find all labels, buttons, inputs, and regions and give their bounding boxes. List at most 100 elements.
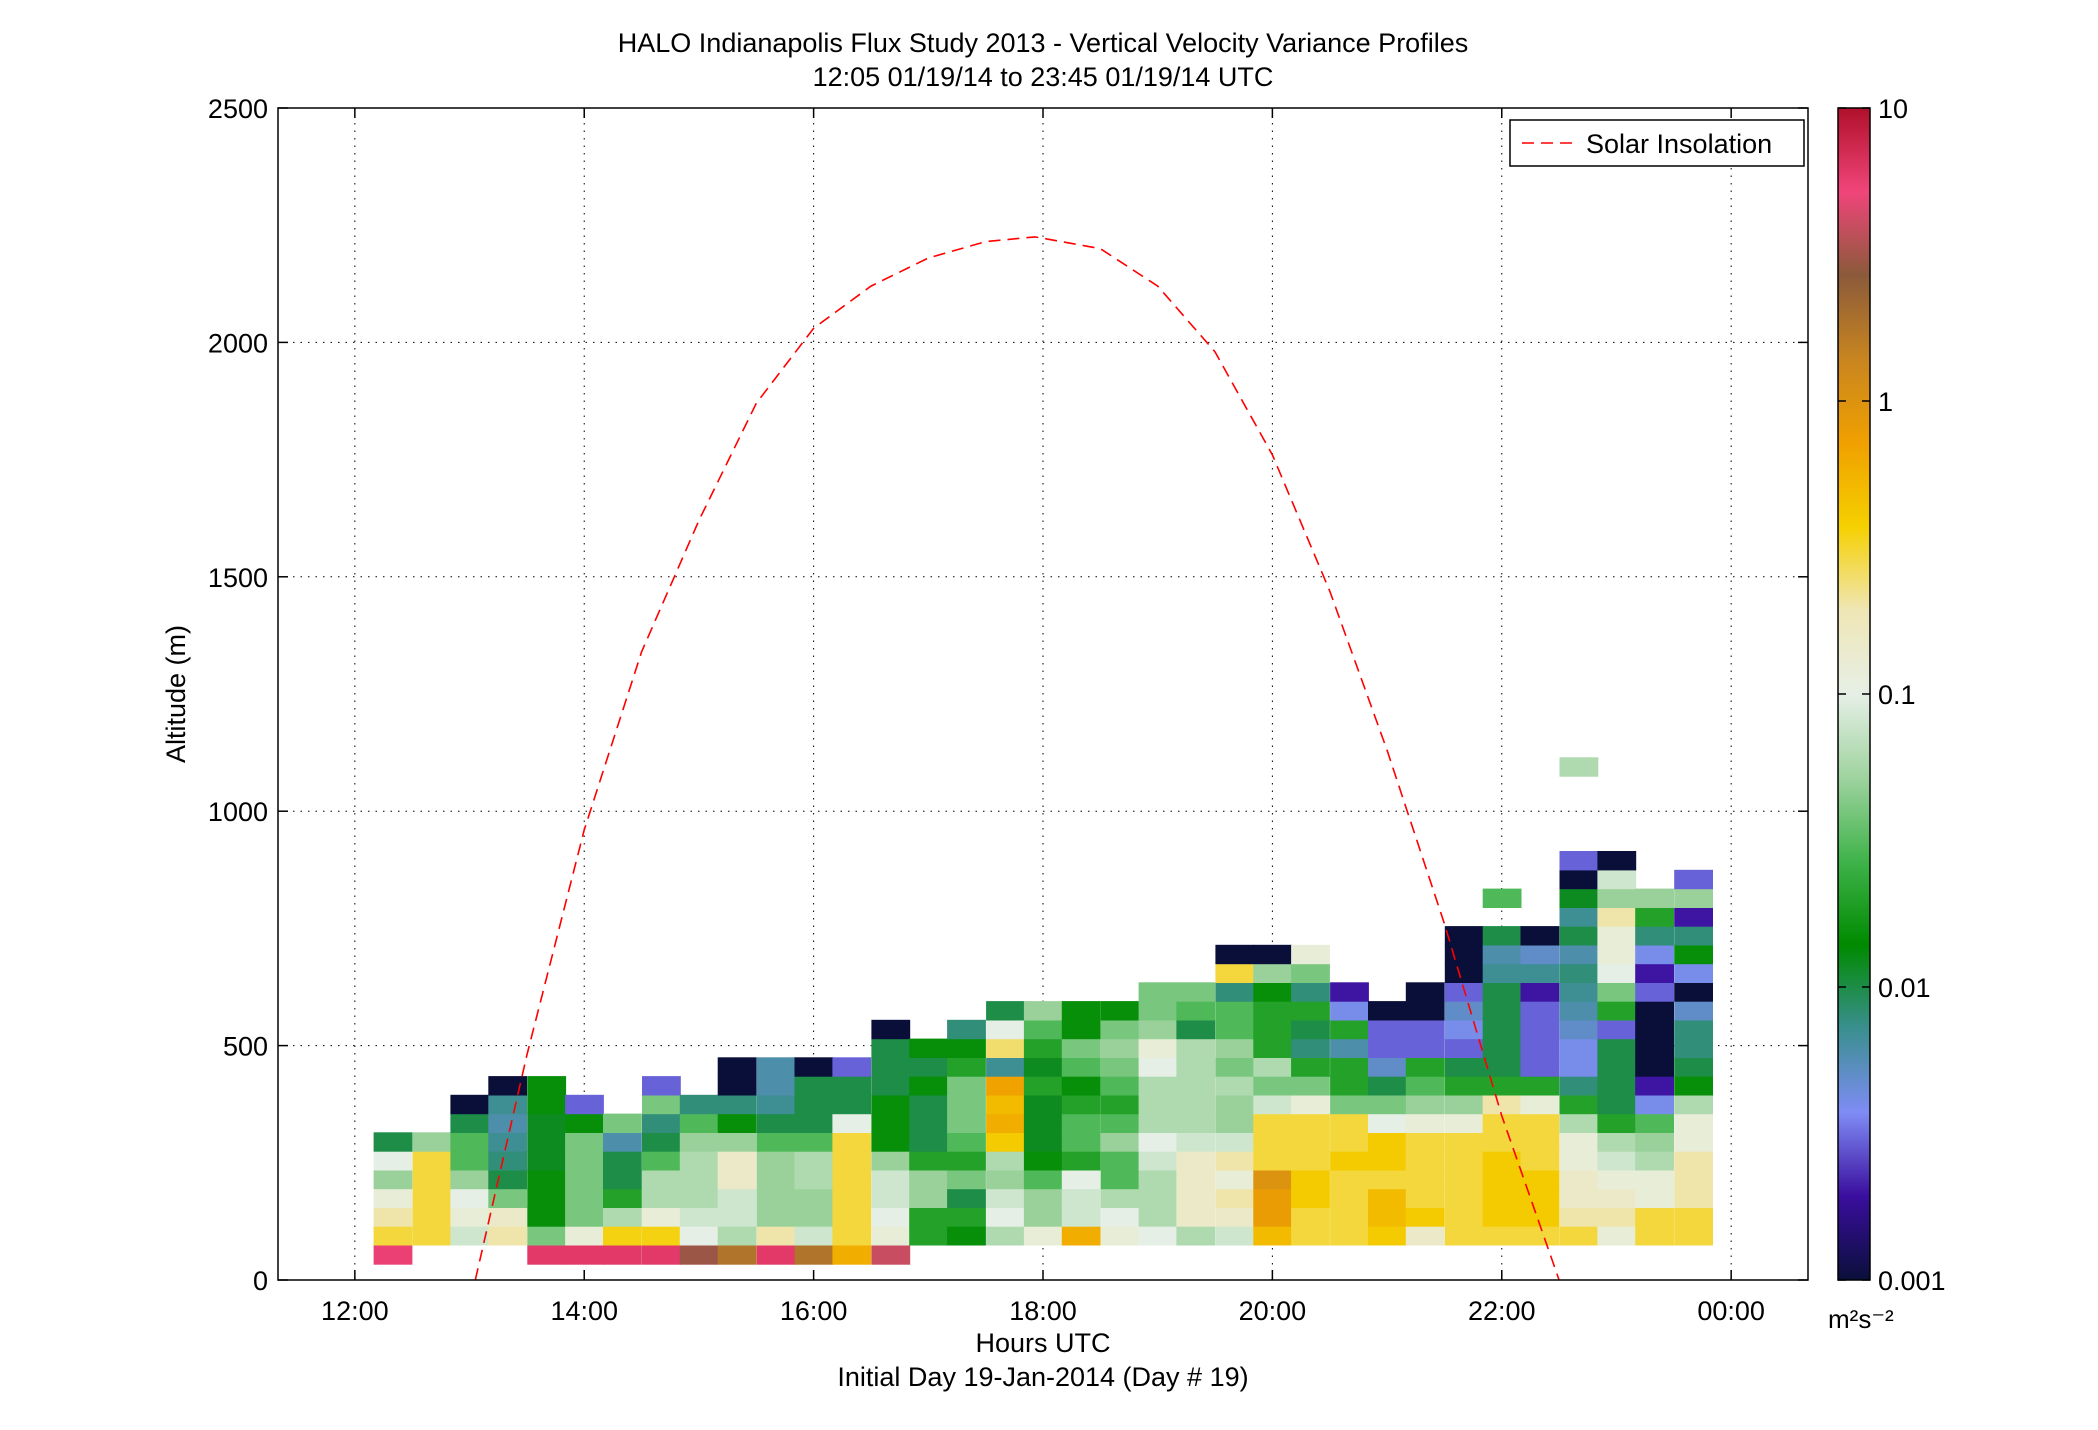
heatmap-cell (1023, 1151, 1063, 1171)
heatmap-cell (1520, 926, 1560, 946)
heatmap-cell (1368, 1057, 1407, 1077)
heatmap-cell (1176, 1057, 1216, 1077)
heatmap-cell (1559, 1188, 1599, 1208)
heatmap-cell (717, 1132, 757, 1152)
heatmap-cell (1597, 1151, 1637, 1171)
heatmap-cell (1368, 1132, 1407, 1152)
heatmap-cell (1061, 1132, 1101, 1152)
heatmap-cell (1330, 1113, 1369, 1133)
heatmap-cell (1253, 1113, 1293, 1133)
heatmap-cell (1138, 1226, 1178, 1246)
heatmap-cell (909, 1076, 948, 1096)
heatmap-cell (986, 1113, 1025, 1133)
heatmap-cell (1330, 982, 1369, 1002)
heatmap-cell (565, 1169, 604, 1190)
heatmap-cell (1405, 1038, 1445, 1058)
heatmap-cell (679, 1151, 719, 1171)
heatmap-cell (1635, 944, 1674, 965)
heatmap-cell (717, 1094, 757, 1115)
solar-insolation-curve (474, 236, 1560, 1280)
colorbar-tick-label: 0.01 (1878, 973, 1931, 1003)
heatmap-cell (1405, 1151, 1445, 1171)
heatmap-cell (1635, 1019, 1674, 1040)
heatmap-cell (1061, 1207, 1101, 1227)
heatmap-cell (1674, 888, 1713, 908)
heatmap-cell (1482, 926, 1522, 946)
heatmap-cell (1368, 1038, 1407, 1058)
heatmap-cell (871, 1132, 911, 1152)
heatmap-cell (1559, 1151, 1599, 1171)
heatmap-cell (642, 1226, 681, 1246)
heatmap-cell (1520, 982, 1560, 1002)
heatmap-cell (909, 1132, 948, 1152)
heatmap-cell (1176, 1038, 1216, 1058)
heatmap-cell (1635, 1151, 1674, 1171)
heatmap-cell (1138, 982, 1178, 1002)
heatmap-cell (832, 1094, 872, 1115)
heatmap-cell (1482, 982, 1522, 1002)
heatmap-cell (527, 1151, 567, 1171)
heatmap-cell (1559, 926, 1599, 946)
heatmap-cell (1597, 1019, 1637, 1040)
heatmap-cell (1253, 1094, 1293, 1115)
heatmap-cell (871, 1019, 911, 1040)
heatmap-cell (1368, 1019, 1407, 1040)
heatmap-cell (986, 1019, 1025, 1040)
heatmap-cell (794, 1076, 834, 1096)
heatmap-cell (1674, 869, 1713, 890)
heatmap-cell (1023, 1188, 1063, 1208)
heatmap-cell (947, 1226, 986, 1246)
heatmap-cell (1405, 1169, 1445, 1190)
heatmap-cell (642, 1094, 681, 1115)
heatmap-cell (1520, 1076, 1560, 1096)
heatmap-cell (679, 1245, 719, 1265)
heatmap-cell (1482, 944, 1522, 965)
heatmap-cell (1482, 1113, 1522, 1133)
heatmap-cell (756, 1076, 796, 1096)
heatmap-cell (1291, 1001, 1330, 1021)
heatmap-cell (1291, 1132, 1330, 1152)
heatmap-cell (909, 1226, 948, 1246)
heatmap-cell (1482, 1188, 1522, 1208)
heatmap-cell (1138, 1038, 1178, 1058)
heatmap-cell (871, 1113, 911, 1133)
heatmap-cell (909, 1057, 948, 1077)
heatmap-cell (1253, 944, 1293, 965)
colorbar-tick-label: 1 (1878, 387, 1893, 417)
heatmap-cell (642, 1113, 681, 1133)
heatmap-cell (1176, 1207, 1216, 1227)
heatmap-cell (603, 1188, 642, 1208)
heatmap-cell (1215, 1151, 1255, 1171)
heatmap-cell (1520, 1019, 1560, 1040)
heatmap-cell (603, 1113, 642, 1133)
heatmap-cell (909, 1151, 948, 1171)
heatmap-cell (1291, 1019, 1330, 1040)
heatmap-cell (717, 1169, 757, 1190)
heatmap-cell (1482, 1038, 1522, 1058)
heatmap-cell (1597, 1226, 1637, 1246)
heatmap-cell (1405, 1132, 1445, 1152)
heatmap-cell (565, 1207, 604, 1227)
heatmap-cell (1482, 1207, 1522, 1227)
heatmap-cell (642, 1132, 681, 1152)
heatmap-cell (488, 1207, 528, 1227)
heatmap-cell (1482, 1132, 1522, 1152)
heatmap-cell (1138, 1151, 1178, 1171)
heatmap-cell (1253, 1169, 1293, 1190)
heatmap-cell (1559, 1113, 1599, 1133)
heatmap-cell (871, 1207, 911, 1227)
heatmap-cell (1061, 1038, 1101, 1058)
heatmap-cell (1635, 1076, 1674, 1096)
heatmap-cell (986, 1057, 1025, 1077)
heatmap-cells (373, 757, 1713, 1265)
heatmap-cell (565, 1245, 604, 1265)
heatmap-cell (1253, 1076, 1293, 1096)
heatmap-cell (1368, 1188, 1407, 1208)
heatmap-cell (1635, 1132, 1674, 1152)
heatmap-cell (1559, 1019, 1599, 1040)
heatmap-cell (794, 1132, 834, 1152)
heatmap-cell (1215, 982, 1255, 1002)
heatmap-cell (1368, 1151, 1407, 1171)
heatmap-cell (756, 1207, 796, 1227)
heatmap-cell (756, 1132, 796, 1152)
